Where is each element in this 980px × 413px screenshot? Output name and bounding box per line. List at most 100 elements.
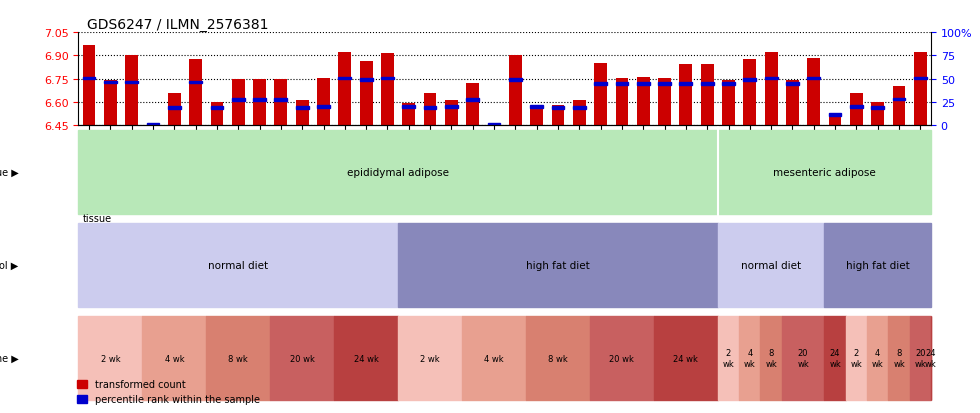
Bar: [334, 316, 398, 400]
Bar: [296, 107, 309, 109]
Bar: [274, 80, 287, 126]
Text: 2 wk: 2 wk: [420, 354, 440, 363]
Bar: [914, 53, 927, 126]
Bar: [701, 83, 713, 85]
Bar: [573, 100, 586, 126]
Bar: [573, 107, 586, 109]
Bar: [78, 316, 142, 400]
Bar: [637, 83, 650, 85]
Bar: [168, 107, 180, 109]
Text: epididymal adipose: epididymal adipose: [347, 167, 449, 178]
Bar: [445, 106, 458, 109]
Bar: [850, 93, 862, 126]
Bar: [381, 78, 394, 80]
Bar: [717, 223, 824, 307]
Bar: [211, 103, 223, 126]
Bar: [463, 316, 526, 400]
Bar: [466, 99, 479, 102]
Bar: [211, 107, 223, 109]
Bar: [594, 83, 607, 85]
Text: 24 wk: 24 wk: [673, 354, 699, 363]
Bar: [488, 124, 501, 126]
Text: high fat diet: high fat diet: [526, 260, 590, 271]
Bar: [530, 106, 543, 109]
Bar: [744, 60, 757, 126]
Legend: transformed count, percentile rank within the sample: transformed count, percentile rank withi…: [74, 375, 264, 408]
Text: 24 wk: 24 wk: [354, 354, 378, 363]
Text: 2 wk: 2 wk: [101, 354, 121, 363]
Bar: [338, 78, 351, 80]
Bar: [659, 83, 671, 85]
Bar: [914, 78, 927, 80]
Text: 8
wk: 8 wk: [765, 349, 777, 368]
Bar: [739, 316, 760, 400]
Bar: [189, 81, 202, 84]
Text: normal diet: normal diet: [208, 260, 269, 271]
Bar: [466, 84, 479, 126]
Bar: [398, 223, 717, 307]
Bar: [552, 107, 564, 109]
Bar: [168, 94, 180, 126]
Text: 4
wk: 4 wk: [872, 349, 884, 368]
Bar: [78, 131, 717, 214]
Bar: [360, 62, 372, 126]
Bar: [717, 316, 739, 400]
Bar: [82, 46, 95, 126]
Bar: [104, 81, 117, 84]
Bar: [829, 114, 842, 116]
Text: 24
wk: 24 wk: [829, 349, 841, 368]
Bar: [232, 80, 245, 126]
Bar: [403, 106, 416, 109]
Text: 20
wk: 20 wk: [798, 349, 808, 368]
Bar: [764, 52, 777, 126]
Bar: [824, 223, 931, 307]
Text: 8
wk: 8 wk: [893, 349, 905, 368]
Bar: [296, 100, 309, 126]
Bar: [659, 79, 671, 126]
Text: mesenteric adipose: mesenteric adipose: [773, 167, 876, 178]
Text: normal diet: normal diet: [741, 260, 802, 271]
Bar: [360, 79, 372, 81]
Text: time ▶: time ▶: [0, 353, 19, 363]
Bar: [764, 78, 777, 80]
Bar: [824, 316, 846, 400]
Bar: [403, 104, 416, 126]
Text: 8 wk: 8 wk: [228, 354, 248, 363]
Bar: [679, 65, 692, 126]
Text: high fat diet: high fat diet: [846, 260, 909, 271]
Bar: [786, 81, 799, 126]
Bar: [270, 316, 334, 400]
Bar: [850, 106, 862, 109]
Bar: [637, 78, 650, 126]
Bar: [846, 316, 867, 400]
Bar: [253, 99, 266, 102]
Bar: [147, 125, 160, 126]
Text: 20
wk: 20 wk: [914, 349, 926, 368]
Text: 4 wk: 4 wk: [484, 354, 504, 363]
Bar: [867, 316, 889, 400]
Bar: [82, 78, 95, 80]
Text: protocol ▶: protocol ▶: [0, 260, 19, 271]
Bar: [654, 316, 717, 400]
Bar: [189, 59, 202, 126]
Bar: [722, 83, 735, 85]
Bar: [871, 103, 884, 126]
Bar: [786, 83, 799, 85]
Bar: [509, 79, 521, 81]
Bar: [679, 83, 692, 85]
Bar: [744, 79, 757, 81]
Bar: [871, 107, 884, 109]
Bar: [318, 106, 330, 109]
Bar: [526, 316, 590, 400]
Text: 4 wk: 4 wk: [165, 354, 184, 363]
Bar: [423, 94, 436, 126]
Bar: [615, 83, 628, 85]
Bar: [338, 53, 351, 126]
Bar: [125, 55, 138, 126]
Bar: [253, 80, 266, 126]
Bar: [594, 64, 607, 126]
Text: 20 wk: 20 wk: [290, 354, 315, 363]
Bar: [615, 79, 628, 126]
Bar: [488, 125, 501, 126]
Text: 24
wk: 24 wk: [925, 349, 937, 368]
